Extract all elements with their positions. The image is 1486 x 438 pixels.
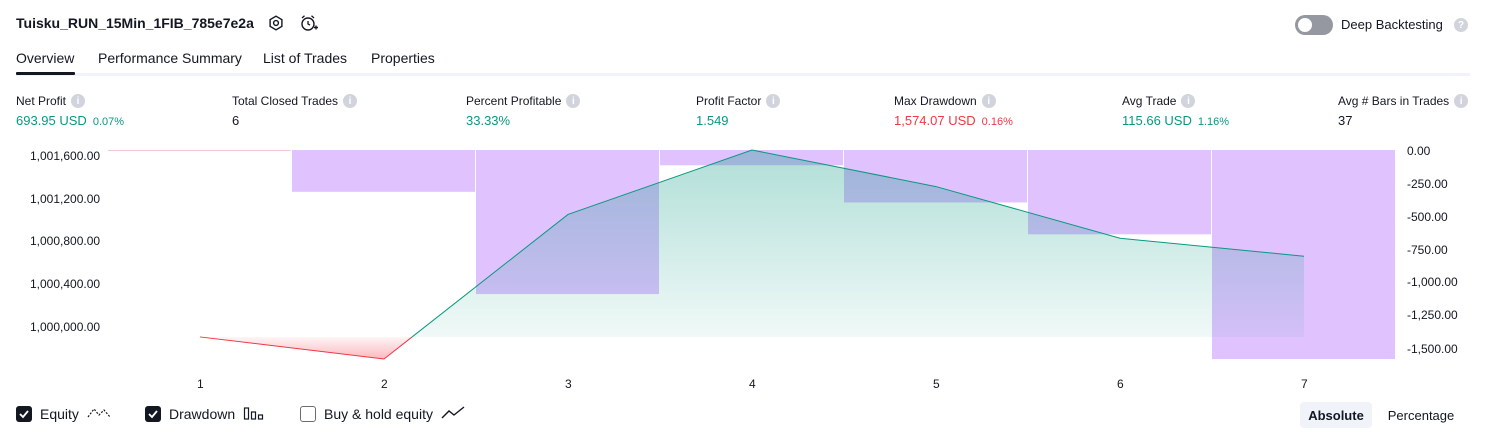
metric-value-text: 33.33% (466, 113, 511, 128)
metric-value-text: 693.95 USD (16, 113, 87, 128)
equity-profit-area (412, 150, 1304, 337)
metric-label-text: Net Profit (16, 94, 67, 108)
drawdown-bars-icon (243, 406, 265, 423)
info-icon[interactable]: i (71, 94, 86, 108)
strategy-title: Tuisku_RUN_15Min_1FIB_785e7e2a (16, 15, 254, 31)
tab-performance-summary[interactable]: Performance Summary (98, 50, 242, 66)
legend-equity-label: Equity (40, 406, 79, 422)
legend-buy-hold[interactable]: Buy & hold equity (300, 404, 465, 424)
legend-equity[interactable]: Equity (16, 404, 111, 424)
deep-backtesting-label: Deep Backtesting (1341, 17, 1443, 32)
legend-buy-hold-label: Buy & hold equity (324, 406, 433, 422)
y-left-tick: 1,000,000.00 (30, 320, 101, 334)
metric-label-text: Avg # Bars in Trades (1338, 94, 1450, 108)
equity-line-up (411, 149, 1305, 338)
active-tab-indicator (16, 72, 75, 75)
x-tick: 4 (749, 377, 756, 391)
y-left-tick: 1,001,600.00 (30, 149, 101, 163)
y-right-tick: -250.00 (1407, 177, 1448, 191)
absolute-toggle[interactable]: Absolute (1300, 402, 1372, 428)
drawdown-checkbox[interactable] (145, 406, 161, 422)
y-left-tick: 1,001,200.00 (30, 192, 101, 206)
metric-label: Net Profit i (16, 94, 86, 108)
help-icon[interactable]: ? (1454, 18, 1468, 32)
buy-hold-checkbox[interactable] (300, 406, 316, 422)
percentage-toggle[interactable]: Percentage (1387, 407, 1455, 423)
info-icon[interactable]: i (766, 94, 781, 108)
y-right-tick: -1,000.00 (1407, 275, 1458, 289)
x-tick: 3 (565, 377, 572, 391)
y-left-tick: 1,000,400.00 (30, 277, 101, 291)
metric-label-text: Total Closed Trades (232, 94, 339, 108)
metric-value: 1.549 (696, 113, 729, 128)
tabs-border (16, 73, 1470, 76)
alarm-clock-plus-icon[interactable] (298, 12, 320, 34)
y-right-tick: -500.00 (1407, 210, 1448, 224)
metric-value: 1,574.07 USD 0.16% (894, 113, 1013, 128)
metric-label-text: Profit Factor (696, 94, 762, 108)
drawdown-bar (292, 150, 475, 192)
drawdown-bar (108, 150, 291, 151)
info-icon[interactable]: i (981, 94, 996, 108)
y-right-tick: -1,250.00 (1407, 308, 1458, 322)
equity-line-down (199, 336, 413, 360)
metric-label: Avg # Bars in Trades i (1338, 94, 1469, 108)
equity-loss-area (200, 336, 413, 359)
metric-value-text: 115.66 USD (1122, 113, 1192, 128)
gear-icon[interactable] (265, 12, 287, 34)
metric-percent: 1.16% (1197, 116, 1230, 128)
legend-drawdown-label: Drawdown (169, 406, 236, 422)
y-right-tick: 0.00 (1407, 144, 1431, 158)
metric-percent: 0.07% (92, 116, 125, 128)
info-icon[interactable]: i (343, 94, 358, 108)
x-tick: 5 (933, 377, 940, 391)
metric-value-text: 1,574.07 USD (894, 113, 976, 128)
metric-value: 115.66 USD 1.16% (1122, 113, 1229, 128)
equity-line-icon (87, 406, 111, 423)
metric-label: Percent Profitable i (466, 94, 581, 108)
metric-value: 37 (1338, 113, 1352, 128)
equity-checkbox[interactable] (16, 406, 32, 422)
info-icon[interactable]: i (566, 94, 581, 108)
metric-percent: 0.16% (981, 116, 1013, 128)
metric-label-text: Max Drawdown (894, 94, 977, 108)
tab-list-of-trades[interactable]: List of Trades (263, 50, 348, 66)
tab-overview[interactable]: Overview (16, 50, 75, 66)
y-right-tick: -1,500.00 (1407, 342, 1458, 356)
metric-label: Max Drawdown i (894, 94, 996, 108)
buy-hold-line-icon (441, 405, 465, 423)
y-right-tick: -750.00 (1407, 243, 1448, 257)
deep-backtesting-toggle[interactable] (1295, 15, 1333, 35)
legend-drawdown[interactable]: Drawdown (145, 404, 265, 424)
info-icon[interactable]: i (1181, 94, 1196, 108)
metric-value: 693.95 USD 0.07% (16, 113, 124, 128)
metric-label: Total Closed Trades i (232, 94, 358, 108)
x-tick: 2 (381, 377, 388, 391)
metric-label-text: Avg Trade (1122, 94, 1177, 108)
metric-value-text: 1.549 (696, 113, 729, 128)
metric-label: Profit Factor i (696, 94, 781, 108)
metric-label: Avg Trade i (1122, 94, 1196, 108)
drawdown-bar (1028, 150, 1211, 235)
x-tick: 1 (197, 377, 204, 391)
y-left-tick: 1,000,800.00 (30, 234, 101, 248)
x-tick: 7 (1301, 377, 1308, 391)
info-icon[interactable]: i (1454, 94, 1469, 108)
metric-label-text: Percent Profitable (466, 94, 562, 108)
metric-value: 6 (232, 113, 239, 128)
equity-drawdown-chart (108, 149, 1395, 360)
metric-value-text: 6 (232, 113, 240, 128)
metric-value-text: 37 (1338, 113, 1353, 128)
tab-properties[interactable]: Properties (371, 50, 435, 66)
x-tick: 6 (1117, 377, 1124, 391)
metric-value: 33.33% (466, 113, 510, 128)
